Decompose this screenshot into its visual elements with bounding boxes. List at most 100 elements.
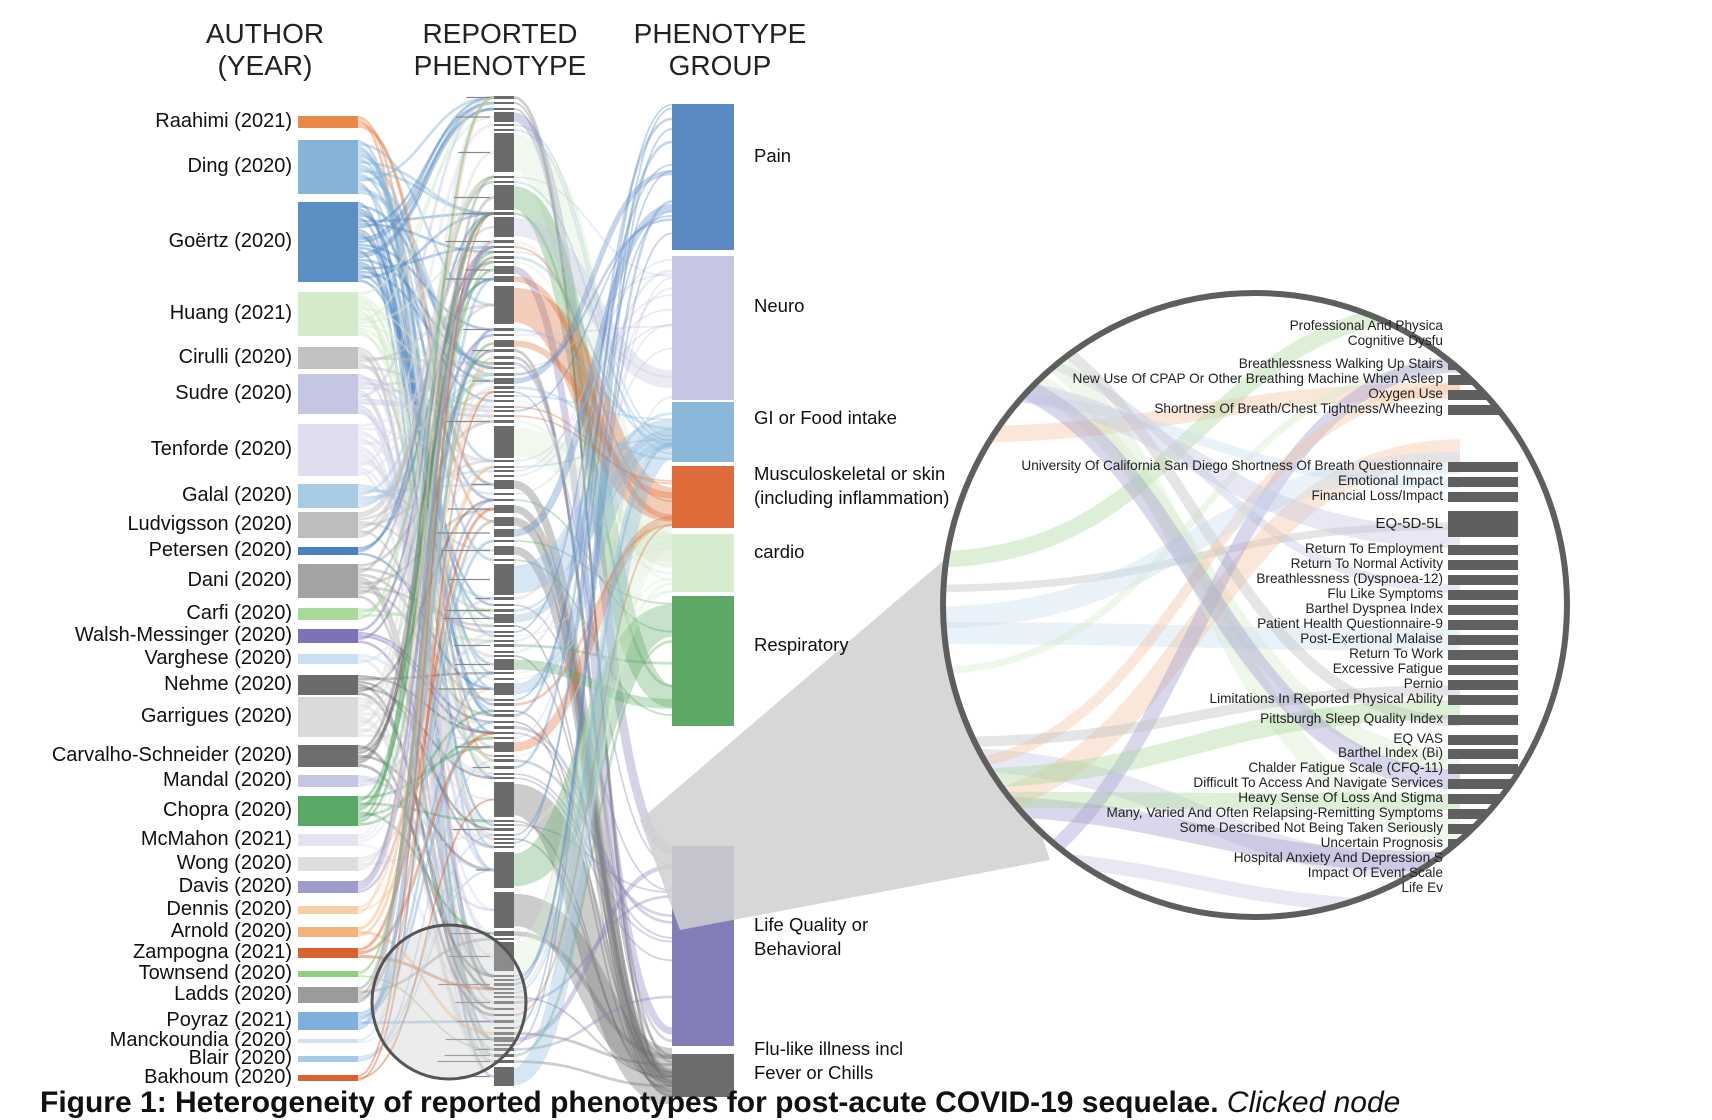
author-node[interactable] <box>298 374 358 414</box>
phenotype-node[interactable] <box>494 276 514 282</box>
phenotype-node[interactable] <box>494 644 514 647</box>
author-node[interactable] <box>298 654 358 664</box>
phenotype-node[interactable] <box>494 400 514 402</box>
author-node[interactable] <box>298 424 358 476</box>
zoom-source-circle[interactable] <box>370 923 528 1081</box>
phenotype-node[interactable] <box>494 631 514 633</box>
zoom-phenotype-bar[interactable] <box>1448 575 1518 585</box>
zoom-phenotype-bar[interactable] <box>1448 824 1518 834</box>
author-node[interactable] <box>298 1056 358 1062</box>
phenotype-node[interactable] <box>494 1060 514 1063</box>
phenotype-node[interactable] <box>494 846 514 848</box>
phenotype-node[interactable] <box>494 564 514 595</box>
phenotype-node[interactable] <box>494 892 514 928</box>
phenotype-node[interactable] <box>494 820 514 822</box>
phenotype-node[interactable] <box>494 328 514 331</box>
phenotype-node[interactable] <box>494 742 514 752</box>
phenotype-node[interactable] <box>494 246 514 248</box>
author-node[interactable] <box>298 948 358 958</box>
author-node[interactable] <box>298 775 358 787</box>
phenotype-node[interactable] <box>494 356 514 359</box>
zoom-phenotype-bar[interactable] <box>1448 477 1518 487</box>
group-node[interactable] <box>672 1054 734 1097</box>
phenotype-node[interactable] <box>494 129 514 131</box>
phenotype-node[interactable] <box>494 286 514 324</box>
phenotype-node[interactable] <box>494 759 514 762</box>
phenotype-node[interactable] <box>494 340 514 347</box>
phenotype-node[interactable] <box>494 480 514 489</box>
phenotype-node[interactable] <box>494 334 514 336</box>
zoom-phenotype-bar[interactable] <box>1448 511 1518 537</box>
phenotype-node[interactable] <box>494 406 514 408</box>
zoom-phenotype-bar[interactable] <box>1448 869 1518 879</box>
phenotype-node[interactable] <box>494 710 514 712</box>
phenotype-node[interactable] <box>494 1048 514 1051</box>
author-node[interactable] <box>298 1039 358 1043</box>
phenotype-node[interactable] <box>494 1037 514 1042</box>
phenotype-node[interactable] <box>494 96 514 99</box>
phenotype-node[interactable] <box>494 460 514 462</box>
phenotype-node[interactable] <box>494 983 514 986</box>
phenotype-node[interactable] <box>494 996 514 998</box>
phenotype-node[interactable] <box>494 714 514 717</box>
zoom-phenotype-bar[interactable] <box>1448 337 1518 347</box>
zoom-phenotype-bar[interactable] <box>1448 735 1518 745</box>
phenotype-node[interactable] <box>494 505 514 513</box>
phenotype-node[interactable] <box>494 499 514 501</box>
zoom-phenotype-bar[interactable] <box>1448 650 1518 660</box>
phenotype-node[interactable] <box>494 1001 514 1004</box>
zoom-phenotype-bar[interactable] <box>1448 764 1518 774</box>
phenotype-node[interactable] <box>494 732 514 734</box>
zoom-phenotype-bar[interactable] <box>1448 405 1518 415</box>
phenotype-node[interactable] <box>494 373 514 376</box>
phenotype-node[interactable] <box>494 828 514 831</box>
phenotype-node[interactable] <box>494 842 514 844</box>
phenotype-node[interactable] <box>494 420 514 423</box>
zoom-phenotype-bar[interactable] <box>1448 322 1518 332</box>
phenotype-node[interactable] <box>494 410 514 412</box>
phenotype-node[interactable] <box>494 1027 514 1029</box>
phenotype-node[interactable] <box>494 367 514 369</box>
phenotype-node[interactable] <box>494 672 514 674</box>
phenotype-node[interactable] <box>494 181 514 183</box>
phenotype-node[interactable] <box>494 240 514 243</box>
author-node[interactable] <box>298 347 358 369</box>
group-node[interactable] <box>672 402 734 462</box>
phenotype-node[interactable] <box>494 604 514 606</box>
author-node[interactable] <box>298 1075 358 1081</box>
author-node[interactable] <box>298 697 358 737</box>
zoom-phenotype-bar[interactable] <box>1448 884 1518 894</box>
zoom-phenotype-bar[interactable] <box>1448 635 1518 645</box>
zoom-phenotype-bar[interactable] <box>1448 462 1518 472</box>
zoom-lens-border[interactable] <box>940 290 1570 920</box>
phenotype-node[interactable] <box>494 261 514 263</box>
author-node[interactable] <box>298 629 358 643</box>
phenotype-node[interactable] <box>494 493 514 495</box>
phenotype-node[interactable] <box>494 838 514 840</box>
author-node[interactable] <box>298 547 358 555</box>
phenotype-node[interactable] <box>494 133 514 172</box>
author-node[interactable] <box>298 484 358 508</box>
phenotype-node[interactable] <box>494 942 514 971</box>
group-node[interactable] <box>672 256 734 400</box>
phenotype-node[interactable] <box>494 266 514 274</box>
phenotype-node[interactable] <box>494 378 514 384</box>
zoom-phenotype-bar[interactable] <box>1448 590 1518 600</box>
phenotype-node[interactable] <box>494 640 514 642</box>
phenotype-node[interactable] <box>494 979 514 981</box>
phenotype-node[interactable] <box>494 824 514 826</box>
phenotype-node[interactable] <box>494 597 514 600</box>
group-node[interactable] <box>672 466 734 528</box>
phenotype-node[interactable] <box>494 703 514 706</box>
phenotype-node[interactable] <box>494 517 514 526</box>
author-node[interactable] <box>298 608 358 620</box>
author-node[interactable] <box>298 906 358 914</box>
phenotype-node[interactable] <box>494 251 514 253</box>
phenotype-node[interactable] <box>494 546 514 555</box>
author-node[interactable] <box>298 971 358 977</box>
phenotype-node[interactable] <box>494 975 514 977</box>
author-node[interactable] <box>298 745 358 767</box>
zoom-phenotype-bar[interactable] <box>1448 680 1518 690</box>
phenotype-node[interactable] <box>494 426 514 458</box>
zoom-phenotype-bar[interactable] <box>1448 375 1518 385</box>
